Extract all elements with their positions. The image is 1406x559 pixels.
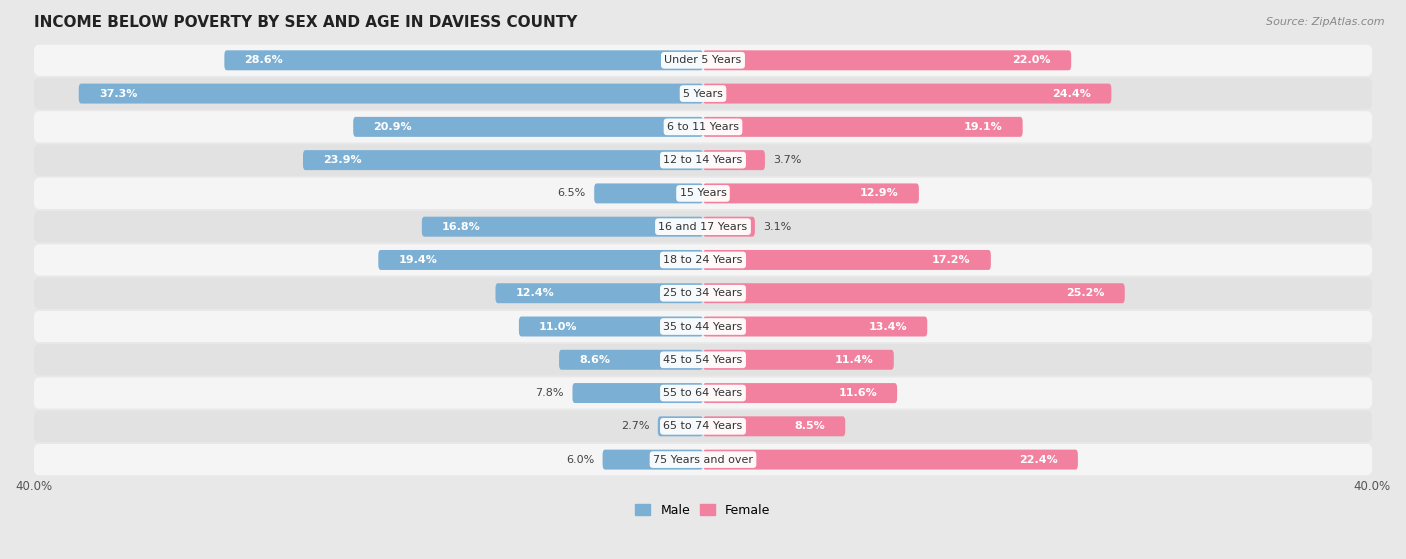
FancyBboxPatch shape (703, 84, 1111, 103)
FancyBboxPatch shape (519, 316, 703, 337)
FancyBboxPatch shape (34, 244, 1372, 276)
Text: 5 Years: 5 Years (683, 88, 723, 98)
FancyBboxPatch shape (495, 283, 703, 303)
Text: 22.0%: 22.0% (1012, 55, 1052, 65)
FancyBboxPatch shape (703, 449, 1078, 470)
Text: 35 to 44 Years: 35 to 44 Years (664, 321, 742, 331)
Text: 17.2%: 17.2% (932, 255, 970, 265)
Text: 12 to 14 Years: 12 to 14 Years (664, 155, 742, 165)
Text: 23.9%: 23.9% (323, 155, 361, 165)
Text: Under 5 Years: Under 5 Years (665, 55, 741, 65)
FancyBboxPatch shape (658, 416, 703, 437)
FancyBboxPatch shape (572, 383, 703, 403)
Text: 19.1%: 19.1% (965, 122, 1002, 132)
FancyBboxPatch shape (34, 144, 1372, 176)
FancyBboxPatch shape (34, 411, 1372, 442)
Text: 75 Years and over: 75 Years and over (652, 454, 754, 465)
FancyBboxPatch shape (560, 350, 703, 369)
FancyBboxPatch shape (79, 84, 703, 103)
Text: 3.7%: 3.7% (773, 155, 801, 165)
Text: 16.8%: 16.8% (441, 222, 481, 231)
FancyBboxPatch shape (703, 383, 897, 403)
FancyBboxPatch shape (703, 283, 1125, 303)
Text: 11.4%: 11.4% (835, 355, 873, 365)
Text: 13.4%: 13.4% (869, 321, 907, 331)
FancyBboxPatch shape (34, 278, 1372, 309)
FancyBboxPatch shape (703, 217, 755, 236)
FancyBboxPatch shape (304, 150, 703, 170)
Text: 8.5%: 8.5% (794, 421, 825, 432)
FancyBboxPatch shape (34, 444, 1372, 475)
Text: 6.5%: 6.5% (558, 188, 586, 198)
FancyBboxPatch shape (34, 311, 1372, 342)
Text: 12.9%: 12.9% (860, 188, 898, 198)
FancyBboxPatch shape (595, 183, 703, 203)
FancyBboxPatch shape (603, 449, 703, 470)
Text: 2.7%: 2.7% (621, 421, 650, 432)
Text: 28.6%: 28.6% (245, 55, 283, 65)
FancyBboxPatch shape (34, 111, 1372, 143)
FancyBboxPatch shape (378, 250, 703, 270)
Text: 20.9%: 20.9% (374, 122, 412, 132)
Text: 11.6%: 11.6% (838, 388, 877, 398)
Text: Source: ZipAtlas.com: Source: ZipAtlas.com (1267, 17, 1385, 27)
Text: 6.0%: 6.0% (567, 454, 595, 465)
Text: 22.4%: 22.4% (1019, 454, 1057, 465)
FancyBboxPatch shape (703, 150, 765, 170)
Text: 8.6%: 8.6% (579, 355, 610, 365)
Text: 16 and 17 Years: 16 and 17 Years (658, 222, 748, 231)
Text: 45 to 54 Years: 45 to 54 Years (664, 355, 742, 365)
Text: 15 Years: 15 Years (679, 188, 727, 198)
FancyBboxPatch shape (703, 50, 1071, 70)
Text: 24.4%: 24.4% (1053, 88, 1091, 98)
FancyBboxPatch shape (34, 377, 1372, 409)
Text: 25 to 34 Years: 25 to 34 Years (664, 288, 742, 299)
Text: 37.3%: 37.3% (98, 88, 138, 98)
FancyBboxPatch shape (34, 78, 1372, 109)
Text: 19.4%: 19.4% (398, 255, 437, 265)
Text: 25.2%: 25.2% (1066, 288, 1105, 299)
FancyBboxPatch shape (703, 316, 928, 337)
FancyBboxPatch shape (703, 117, 1022, 137)
Text: 65 to 74 Years: 65 to 74 Years (664, 421, 742, 432)
FancyBboxPatch shape (34, 344, 1372, 376)
Text: 12.4%: 12.4% (516, 288, 554, 299)
Text: INCOME BELOW POVERTY BY SEX AND AGE IN DAVIESS COUNTY: INCOME BELOW POVERTY BY SEX AND AGE IN D… (34, 15, 576, 30)
Text: 11.0%: 11.0% (538, 321, 578, 331)
FancyBboxPatch shape (34, 178, 1372, 209)
FancyBboxPatch shape (703, 183, 920, 203)
FancyBboxPatch shape (422, 217, 703, 236)
Text: 3.1%: 3.1% (763, 222, 792, 231)
Legend: Male, Female: Male, Female (630, 499, 776, 522)
Text: 7.8%: 7.8% (536, 388, 564, 398)
FancyBboxPatch shape (703, 250, 991, 270)
Text: 18 to 24 Years: 18 to 24 Years (664, 255, 742, 265)
Text: 55 to 64 Years: 55 to 64 Years (664, 388, 742, 398)
FancyBboxPatch shape (353, 117, 703, 137)
FancyBboxPatch shape (225, 50, 703, 70)
FancyBboxPatch shape (703, 350, 894, 369)
FancyBboxPatch shape (34, 45, 1372, 76)
FancyBboxPatch shape (703, 416, 845, 437)
Text: 6 to 11 Years: 6 to 11 Years (666, 122, 740, 132)
FancyBboxPatch shape (34, 211, 1372, 242)
